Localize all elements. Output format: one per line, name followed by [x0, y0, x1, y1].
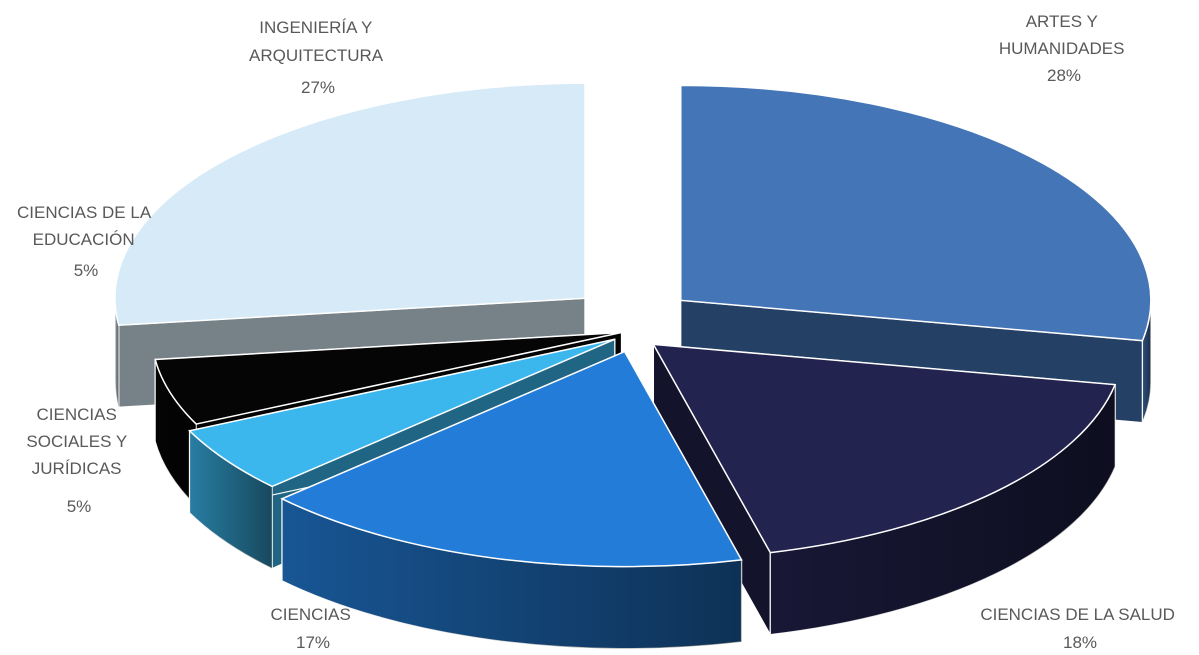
label-artes-humanidades: ARTES Y HUMANIDADES 28%	[999, 12, 1129, 85]
slice-outer-shade-ciencias-salud-0	[770, 384, 1116, 635]
slice-outer-shade-ciencias-educacion-0	[155, 359, 197, 507]
slice-outer-shade-ingenieria-arquitectura-0	[114, 298, 119, 408]
pie-labels: ARTES Y HUMANIDADES 28% CIENCIAS DE LA S…	[17, 12, 1179, 652]
slice-top-ingenieria-arquitectura	[114, 82, 586, 326]
pie-tops	[114, 82, 1152, 568]
label-ciencias: CIENCIAS 17%	[270, 605, 355, 652]
label-ciencias-sociales-juridicas: CIENCIAS SOCIALES Y JURÍDICAS 5%	[26, 405, 131, 516]
label-ingenieria-arquitectura: INGENIERÍA Y ARQUITECTURA 27%	[249, 18, 387, 97]
slice-outer-shade-artes-humanidades-0	[1142, 300, 1151, 423]
label-ciencias-educacion: CIENCIAS DE LA EDUCACIÓN 5%	[17, 203, 155, 280]
slice-top-ciencias-educacion	[154, 331, 622, 425]
slice-outer-shade-ciencias-sociales-juridicas-0	[189, 430, 273, 569]
slice-top-artes-humanidades	[680, 84, 1152, 342]
pie-slices	[114, 82, 1152, 650]
slice-top-ciencias-sociales-juridicas	[188, 338, 616, 488]
slice-top-ciencias-salud	[652, 343, 1117, 554]
label-ciencias-salud: CIENCIAS DE LA SALUD 18%	[980, 605, 1179, 652]
slice-outer-shade-ciencias-0	[282, 498, 742, 649]
slice-top-ciencias	[280, 350, 743, 568]
